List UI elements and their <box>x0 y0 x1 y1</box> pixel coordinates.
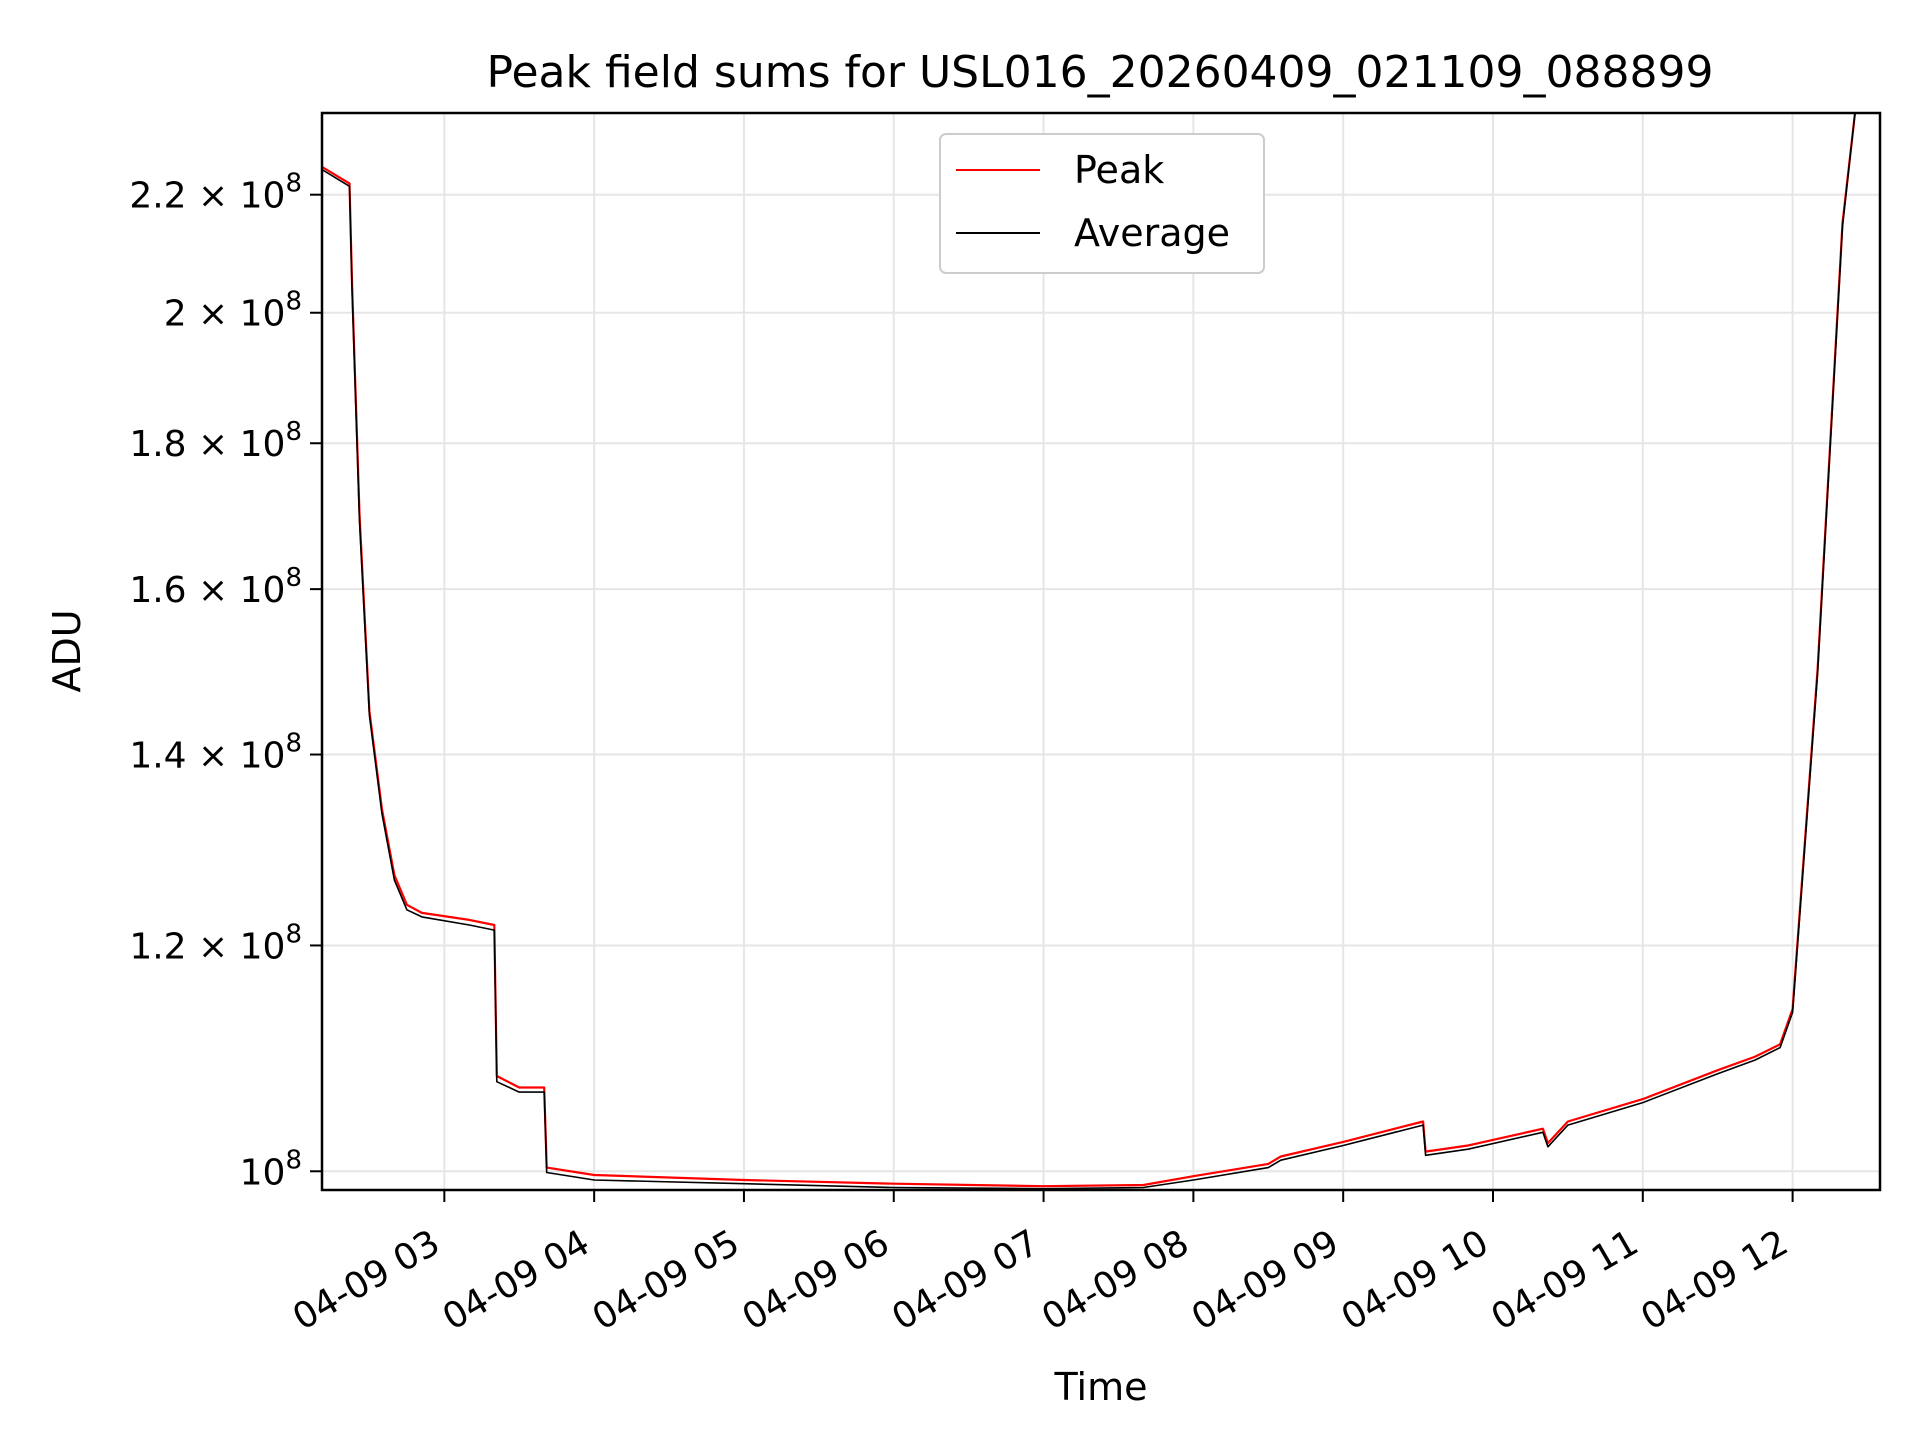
y-tick-label: 2 × 108 <box>164 287 302 335</box>
grid-lines <box>322 113 1880 1190</box>
y-axis-label: ADU <box>45 609 89 692</box>
series-line-average <box>322 113 1856 1190</box>
y-tick-label: 1.8 × 108 <box>129 417 302 465</box>
legend-label-average: Average <box>1074 211 1230 255</box>
series-line-peak <box>322 113 1857 1188</box>
y-tick-label: 2.2 × 108 <box>129 169 302 217</box>
y-tick-label: 1.6 × 108 <box>129 563 302 611</box>
plot-area-frame <box>320 111 1882 1192</box>
y-tick-label: 1.2 × 108 <box>129 919 302 967</box>
series-lines <box>322 113 1857 1190</box>
y-tick-label: 108 <box>240 1145 302 1193</box>
legend: Peak Average <box>939 133 1265 274</box>
legend-box <box>939 133 1265 274</box>
legend-label-peak: Peak <box>1074 148 1164 192</box>
x-axis-label: Time <box>1054 1365 1148 1409</box>
chart-title: Peak field sums for USL016_20260409_0211… <box>487 47 1714 98</box>
y-tick-label: 1.4 × 108 <box>129 729 302 777</box>
